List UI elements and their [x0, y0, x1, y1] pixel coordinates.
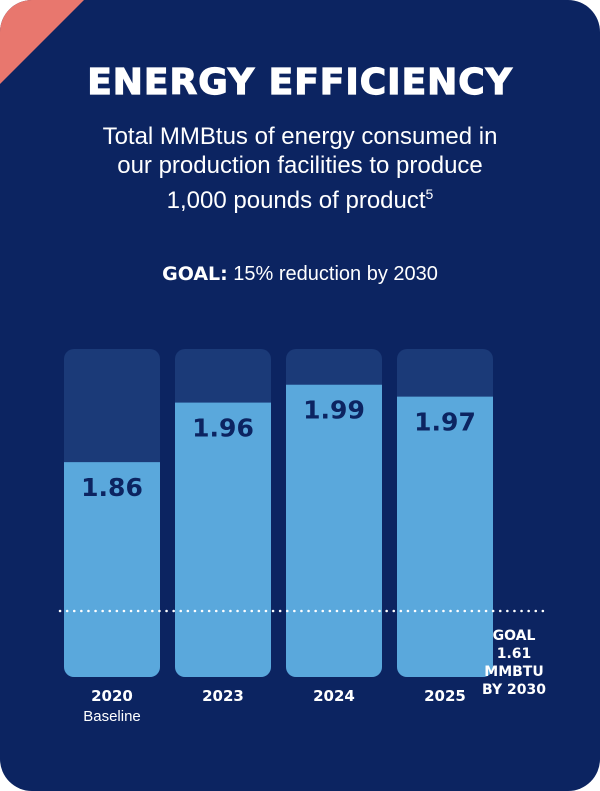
chart-subtitle: Total MMBtus of energy consumed in our p… — [40, 122, 560, 215]
goal-label-line: BY 2030 — [482, 682, 546, 698]
value-label: 1.96 — [192, 414, 254, 443]
category-label: 2023 — [202, 687, 244, 705]
chart-title: ENERGY EFFICIENCY — [87, 61, 513, 103]
value-label: 1.99 — [303, 396, 365, 425]
goal-label-line: GOAL — [493, 628, 536, 644]
category-label: 2025 — [424, 687, 466, 705]
corner-accent — [0, 0, 84, 84]
value-label: 1.86 — [81, 473, 143, 502]
subtitle-line-2: our production facilities to produce — [117, 152, 483, 179]
goal-label-line: 1.61 — [497, 646, 532, 662]
goal-label-line: MMBTU — [484, 664, 543, 680]
bar-2024 — [286, 384, 382, 677]
goal-prefix: GOAL: — [162, 263, 228, 285]
category-sublabel: Baseline — [83, 708, 141, 725]
bar-2025 — [397, 396, 493, 677]
category-label: 2024 — [313, 687, 355, 705]
goal-statement: GOAL: 15% reduction by 2030 — [0, 263, 600, 286]
category-label: 2020 — [91, 687, 133, 705]
value-label: 1.97 — [414, 408, 476, 437]
bar-2020 — [64, 462, 160, 677]
bars-group: 1.86 2020 Baseline 1.96 2023 1.99 2024 1.97 2025 — [64, 349, 493, 725]
goal-annotation: GOAL 1.61 MMBTU BY 2030 — [482, 628, 546, 698]
subtitle-line-1: Total MMBtus of energy consumed in — [102, 123, 498, 150]
goal-text: 15% reduction by 2030 — [227, 263, 438, 285]
subtitle-line-3: 1,000 pounds of product — [166, 187, 426, 214]
footnote-marker: 5 — [425, 186, 434, 202]
bar-2023 — [175, 402, 271, 677]
